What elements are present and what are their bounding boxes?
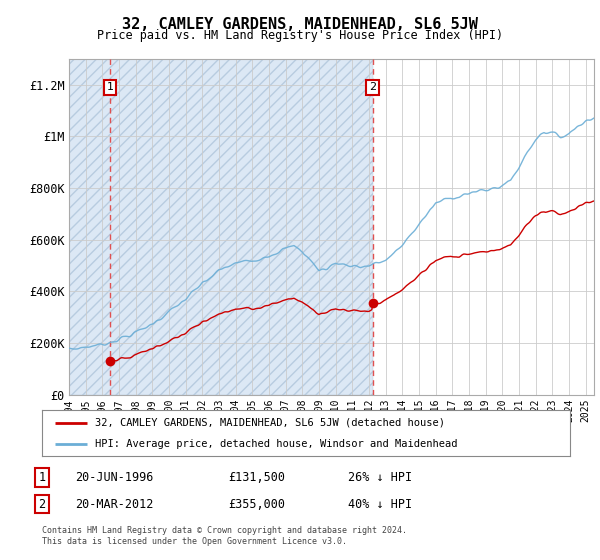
Text: Price paid vs. HM Land Registry's House Price Index (HPI): Price paid vs. HM Land Registry's House … [97,29,503,42]
Text: HPI: Average price, detached house, Windsor and Maidenhead: HPI: Average price, detached house, Wind… [95,439,457,449]
Text: 20-MAR-2012: 20-MAR-2012 [75,497,154,511]
Text: £355,000: £355,000 [228,497,285,511]
Text: 32, CAMLEY GARDENS, MAIDENHEAD, SL6 5JW (detached house): 32, CAMLEY GARDENS, MAIDENHEAD, SL6 5JW … [95,418,445,428]
Text: 1: 1 [38,470,46,484]
Text: 2: 2 [369,82,376,92]
Text: 40% ↓ HPI: 40% ↓ HPI [348,497,412,511]
Text: 1: 1 [107,82,113,92]
Text: 32, CAMLEY GARDENS, MAIDENHEAD, SL6 5JW: 32, CAMLEY GARDENS, MAIDENHEAD, SL6 5JW [122,17,478,32]
Bar [69,59,373,395]
Text: 2: 2 [38,497,46,511]
Text: Contains HM Land Registry data © Crown copyright and database right 2024.
This d: Contains HM Land Registry data © Crown c… [42,526,407,546]
Text: 26% ↓ HPI: 26% ↓ HPI [348,470,412,484]
Text: £131,500: £131,500 [228,470,285,484]
Text: 20-JUN-1996: 20-JUN-1996 [75,470,154,484]
